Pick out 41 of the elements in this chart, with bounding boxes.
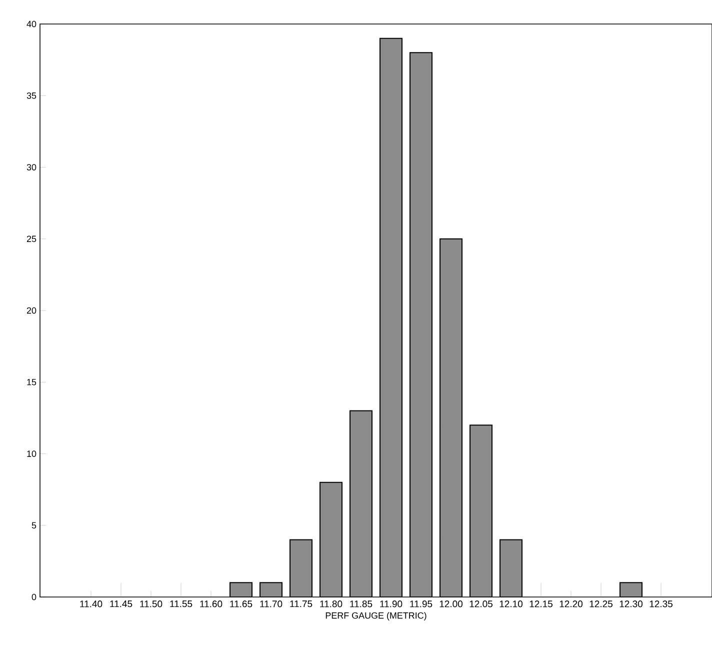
bar — [260, 582, 283, 597]
x-tick-label: 12.00 — [440, 600, 463, 608]
y-tick-label: 5 — [32, 522, 36, 529]
x-tick-label: 12.25 — [590, 600, 612, 608]
y-tick-label: 30 — [26, 164, 36, 170]
x-tick-label: 11.65 — [230, 600, 252, 608]
bar — [290, 539, 313, 597]
y-tick-label: 10 — [27, 450, 36, 457]
x-tick-label: 11.40 — [80, 600, 102, 608]
y-tick-label: 20 — [26, 307, 36, 314]
bar — [440, 238, 463, 597]
x-tick-label: 12.10 — [500, 600, 523, 608]
bar — [320, 482, 343, 597]
x-tick-label: 12.15 — [530, 600, 552, 608]
x-tick-label: 12.35 — [650, 600, 672, 608]
x-tick-label: 11.90 — [380, 600, 402, 608]
bar — [350, 410, 373, 597]
y-tick-label: 15 — [27, 378, 36, 386]
y-tick-label: 0 — [32, 594, 36, 600]
bar — [470, 424, 493, 597]
y-tick-label: 40 — [26, 20, 36, 28]
x-tick-label: 11.50 — [140, 600, 162, 608]
bar — [500, 539, 523, 597]
x-tick-label: 12.30 — [620, 600, 643, 608]
y-tick-label: 35 — [26, 92, 36, 99]
x-tick-label: 11.95 — [410, 600, 432, 608]
x-tick-label: 11.45 — [110, 600, 132, 608]
bar — [230, 582, 253, 597]
x-tick-label: 11.85 — [350, 600, 372, 608]
x-tick-label: 11.55 — [170, 600, 192, 608]
bar — [380, 38, 403, 597]
x-tick-label: 12.05 — [470, 600, 492, 608]
bar — [620, 582, 643, 597]
x-axis-title: PERF GAUGE (METRIC) — [326, 612, 426, 620]
x-tick-label: 11.70 — [260, 600, 282, 608]
x-tick-label: 11.80 — [320, 600, 342, 608]
x-tick-label: 11.75 — [290, 600, 312, 608]
x-tick-label: 11.60 — [200, 600, 222, 608]
y-tick-label: 25 — [26, 236, 36, 242]
x-tick-label: 12.20 — [560, 600, 583, 608]
bar — [410, 52, 433, 597]
